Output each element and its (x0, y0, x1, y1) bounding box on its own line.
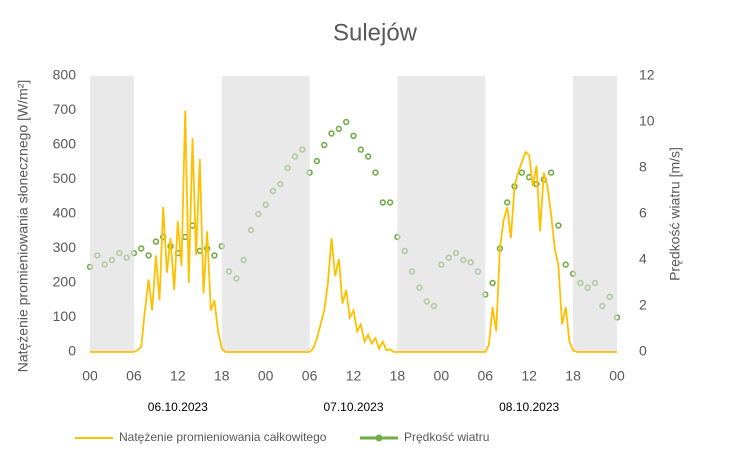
wind-point (555, 222, 562, 229)
y-tick-label: 200 (53, 274, 77, 290)
x-tick-label: 18 (390, 368, 406, 384)
y-tick-label: 700 (53, 101, 77, 117)
wind-point (547, 169, 555, 176)
y-tick-label: 300 (53, 239, 77, 255)
wind-point (138, 245, 145, 252)
legend-marker (375, 434, 383, 442)
wind-point (562, 261, 569, 268)
x-tick-label: 06 (302, 368, 318, 384)
wind-point (386, 199, 394, 206)
night-band (90, 76, 134, 352)
y-axis-label: Natężenie promieniowania słonecznego [W/… (15, 80, 31, 373)
legend-label: Natężenie promieniowania całkowitego (119, 430, 327, 444)
wind-point (364, 153, 372, 160)
night-band (573, 76, 617, 352)
y2-tick-label: 8 (639, 159, 647, 175)
chart-title: Sulejów (333, 19, 418, 46)
y-tick-label: 100 (53, 308, 77, 324)
x-tick-label: 12 (170, 368, 186, 384)
x-tick-label: 00 (258, 368, 274, 384)
wind-point (489, 279, 496, 287)
x-tick-label: 18 (565, 368, 581, 384)
wind-point (372, 169, 379, 176)
wind-point (518, 169, 526, 176)
x-tick-label: 00 (434, 368, 450, 384)
x-tick-label: 18 (214, 368, 230, 384)
night-band (397, 76, 486, 352)
x-tick-label: 12 (521, 368, 537, 384)
x-tick-label: 12 (346, 368, 362, 384)
y2-tick-label: 4 (639, 251, 647, 267)
wind-point (379, 199, 386, 206)
wind-point (342, 118, 350, 126)
y-tick-label: 600 (53, 136, 77, 152)
y-tick-label: 800 (53, 67, 77, 83)
wind-point (335, 125, 343, 133)
wind-point (357, 146, 365, 153)
night-band (221, 76, 310, 352)
y2-tick-label: 2 (639, 297, 647, 313)
wind-point (313, 157, 321, 165)
y-tick-label: 0 (68, 343, 76, 359)
wind-point (211, 252, 218, 259)
irradiance-line (90, 110, 617, 353)
wind-point (181, 233, 189, 241)
x-tick-label: 06 (126, 368, 142, 384)
date-label: 08.10.2023 (499, 400, 559, 414)
wind-point (350, 132, 357, 140)
date-label: 07.10.2023 (323, 400, 383, 414)
x-tick-label: 00 (82, 368, 98, 384)
y2-axis-label: Prędkość wiatru [m/s] (667, 147, 683, 281)
x-tick-label: 00 (609, 368, 625, 384)
wind-point (321, 141, 328, 149)
y-tick-label: 400 (53, 205, 77, 221)
y2-tick-label: 0 (639, 343, 647, 359)
legend-label: Prędkość wiatru (404, 430, 489, 444)
date-label: 06.10.2023 (148, 400, 208, 414)
y2-tick-label: 6 (639, 205, 647, 221)
wind-point (328, 130, 335, 137)
y2-tick-label: 10 (639, 113, 655, 129)
y2-tick-label: 12 (639, 67, 655, 83)
wind-point (152, 238, 160, 245)
wind-point (145, 252, 152, 259)
x-tick-label: 06 (477, 368, 493, 384)
y-tick-label: 500 (53, 170, 77, 186)
wind-point (504, 199, 511, 206)
